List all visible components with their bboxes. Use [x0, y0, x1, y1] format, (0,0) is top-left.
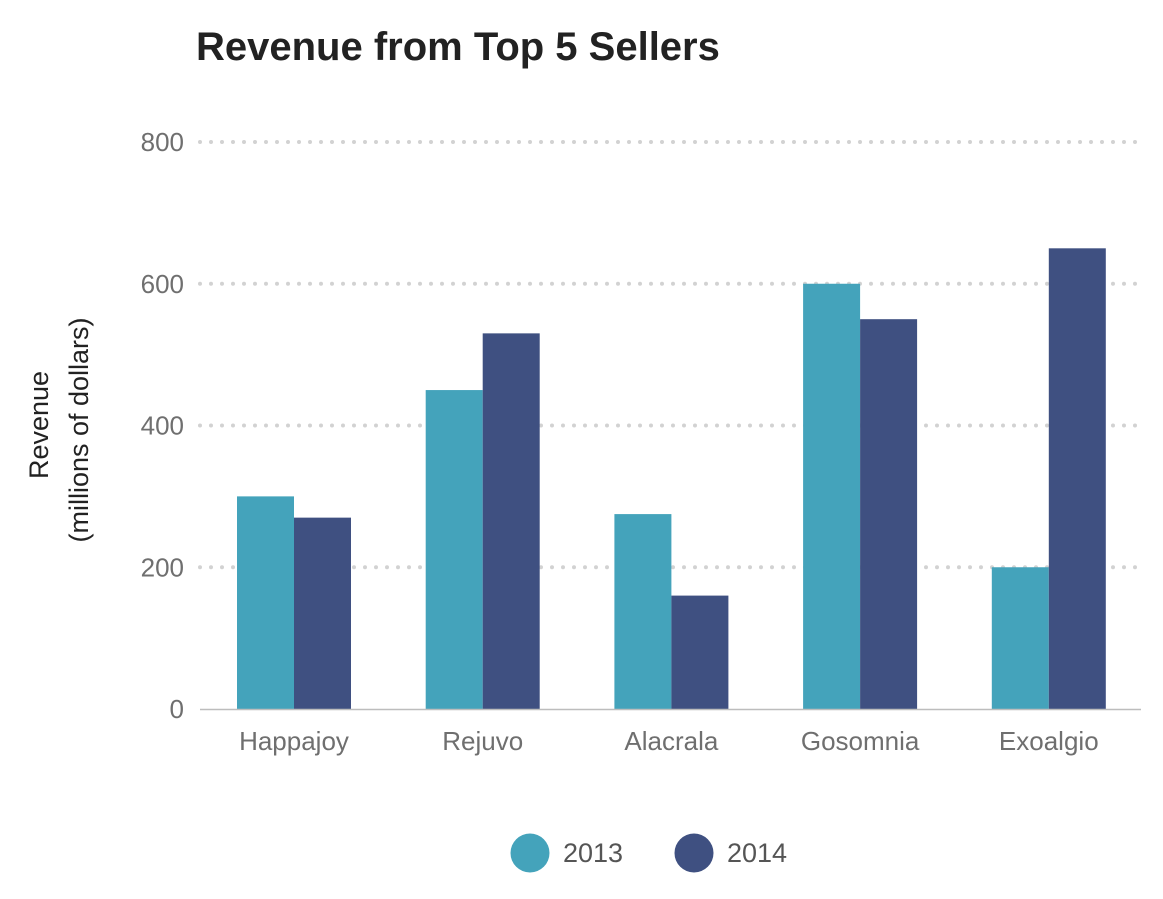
y-tick-label: 600	[141, 269, 184, 299]
bar-2014-happajoy	[294, 517, 351, 709]
bar-2014-rejuvo	[482, 333, 540, 709]
y-axis-label-line2: (millions of dollars)	[64, 317, 94, 542]
legend-swatch-2013	[510, 833, 550, 873]
x-axis-ticks: Happajoy Rejuvo Alacrala Gosomnia Exoalgio	[239, 726, 1099, 756]
y-axis-ticks: 0 200 400 600 800	[141, 127, 184, 724]
legend-label-2014: 2014	[727, 838, 787, 868]
bar-2013-alacrala	[614, 514, 672, 709]
bar-2013-rejuvo	[425, 390, 483, 709]
bar-2014-exoalgio	[1048, 248, 1106, 709]
bar-2013-happajoy	[237, 496, 294, 709]
x-tick-label: Happajoy	[239, 726, 349, 756]
y-tick-label: 200	[141, 552, 184, 582]
y-tick-label: 800	[141, 127, 184, 157]
x-tick-label: Alacrala	[624, 726, 718, 756]
legend-label-2013: 2013	[563, 838, 623, 868]
bar-2013-gosomnia	[803, 283, 861, 709]
bar-2014-alacrala	[671, 595, 729, 709]
legend-swatch-2014	[674, 833, 714, 873]
y-tick-label: 400	[141, 411, 184, 441]
bar-2013-exoalgio	[991, 567, 1049, 709]
bar-series	[237, 248, 1106, 709]
y-tick-label: 0	[170, 694, 184, 724]
legend: 2013 2014	[510, 833, 787, 873]
chart-title: Revenue from Top 5 Sellers	[196, 25, 720, 69]
x-tick-label: Rejuvo	[442, 726, 523, 756]
x-tick-label: Exoalgio	[999, 726, 1099, 756]
x-tick-label: Gosomnia	[801, 726, 920, 756]
bar-2014-gosomnia	[860, 319, 918, 709]
y-axis-label-line1: Revenue	[24, 371, 54, 479]
grid-lines	[198, 140, 1143, 570]
